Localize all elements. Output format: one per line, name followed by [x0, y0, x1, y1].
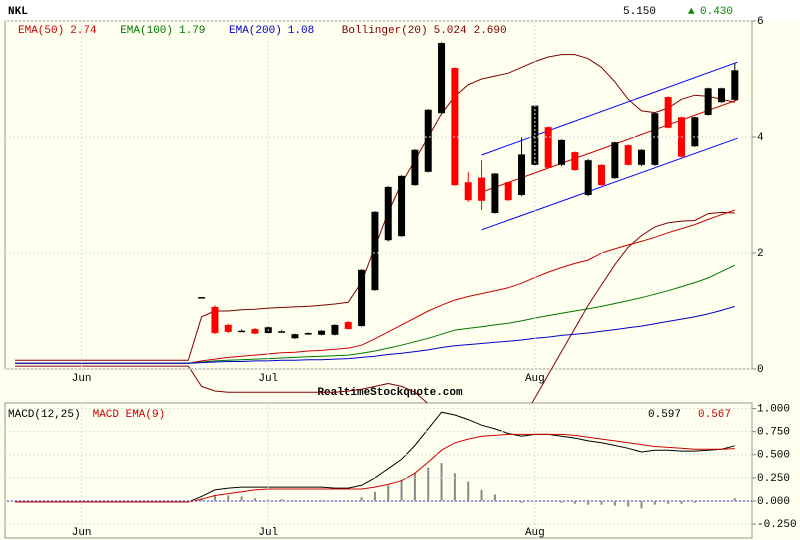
- ema-line: [15, 305, 735, 364]
- y-tick-label: 0.250: [757, 473, 790, 485]
- candle-body: [438, 43, 446, 114]
- watermark: RealtimeStockquote.com: [317, 387, 463, 399]
- legend-value: 1.08: [288, 25, 314, 37]
- legend-value: 1.79: [179, 25, 205, 37]
- candle-body: [224, 324, 232, 332]
- legend-value: 2.74: [70, 25, 97, 37]
- candle-body: [638, 149, 646, 165]
- candle-body: [704, 88, 712, 115]
- candle-body: [558, 139, 566, 165]
- candle-body: [651, 113, 659, 165]
- candle-body: [358, 269, 366, 327]
- candle-body: [278, 331, 286, 333]
- x-tick-label: Jul: [258, 373, 278, 385]
- candle-body: [731, 70, 739, 100]
- candle-body: [304, 333, 312, 335]
- channel-line: [481, 137, 738, 231]
- legend-label: MACD(12,25): [8, 409, 81, 421]
- y-tick-label: -0.250: [757, 519, 797, 531]
- candle-body: [518, 154, 526, 195]
- candle-body: [251, 328, 259, 334]
- candle-body: [318, 330, 326, 335]
- symbol: NKL: [8, 6, 28, 18]
- candle-body: [424, 109, 432, 172]
- candle-body: [691, 117, 699, 147]
- candle-body: [371, 211, 379, 291]
- legend-label: EMA(200): [229, 25, 282, 37]
- macd-panel: [4, 402, 753, 539]
- y-tick-label: 6: [757, 16, 764, 28]
- y-tick-label: 0.750: [757, 427, 790, 439]
- candle-body: [238, 330, 246, 333]
- y-tick-label: 1.000: [757, 403, 790, 415]
- macd-line: [15, 433, 735, 503]
- candle-body: [291, 334, 299, 339]
- legend-label: EMA(50): [18, 25, 64, 37]
- candle-body: [664, 96, 672, 128]
- band-lower: [15, 211, 735, 403]
- candle-body: [491, 173, 499, 213]
- y-tick-label: 0.500: [757, 450, 790, 462]
- candle-body: [598, 164, 606, 186]
- candle-body: [544, 127, 552, 168]
- candle-body: [211, 306, 219, 334]
- candle-body: [344, 322, 352, 329]
- price-panel: [4, 20, 753, 370]
- y-tick-label: 2: [757, 248, 764, 260]
- legend-value: 5.024: [434, 25, 467, 37]
- candle-body: [411, 149, 419, 186]
- legend-label: Bollinger(20): [342, 25, 428, 37]
- y-tick-label: 4: [757, 132, 764, 144]
- candle-body: [384, 186, 392, 241]
- x-tick-label: Aug: [525, 373, 545, 385]
- candle-body: [198, 297, 206, 299]
- candle-body: [571, 152, 579, 171]
- price-plot: [15, 42, 739, 403]
- legend-label: MACD EMA(9): [93, 409, 166, 421]
- last-price: 5.150: [623, 6, 656, 18]
- y-tick-label: 0: [757, 364, 764, 376]
- y-tick-label: 0.000: [757, 496, 790, 508]
- legend-value: 0.567: [698, 409, 731, 421]
- candle-body: [531, 105, 539, 165]
- x-tick-label: Jun: [72, 373, 92, 385]
- legend-label: EMA(100): [120, 25, 173, 37]
- candle-body: [478, 177, 486, 201]
- candle-body: [584, 160, 592, 195]
- candle-body: [624, 145, 632, 165]
- candle-body: [611, 142, 619, 179]
- candle-body: [398, 175, 406, 237]
- change-arrow: ▲: [688, 6, 695, 18]
- legend-value: 2.690: [474, 25, 507, 37]
- candle-body: [451, 67, 459, 186]
- candle-body: [331, 324, 339, 335]
- change: 0.430: [700, 6, 733, 18]
- candle-body: [464, 182, 472, 201]
- candle-body: [504, 182, 512, 201]
- channel-line: [481, 61, 738, 156]
- candle-body: [717, 88, 725, 103]
- legend-value: 0.597: [648, 409, 681, 421]
